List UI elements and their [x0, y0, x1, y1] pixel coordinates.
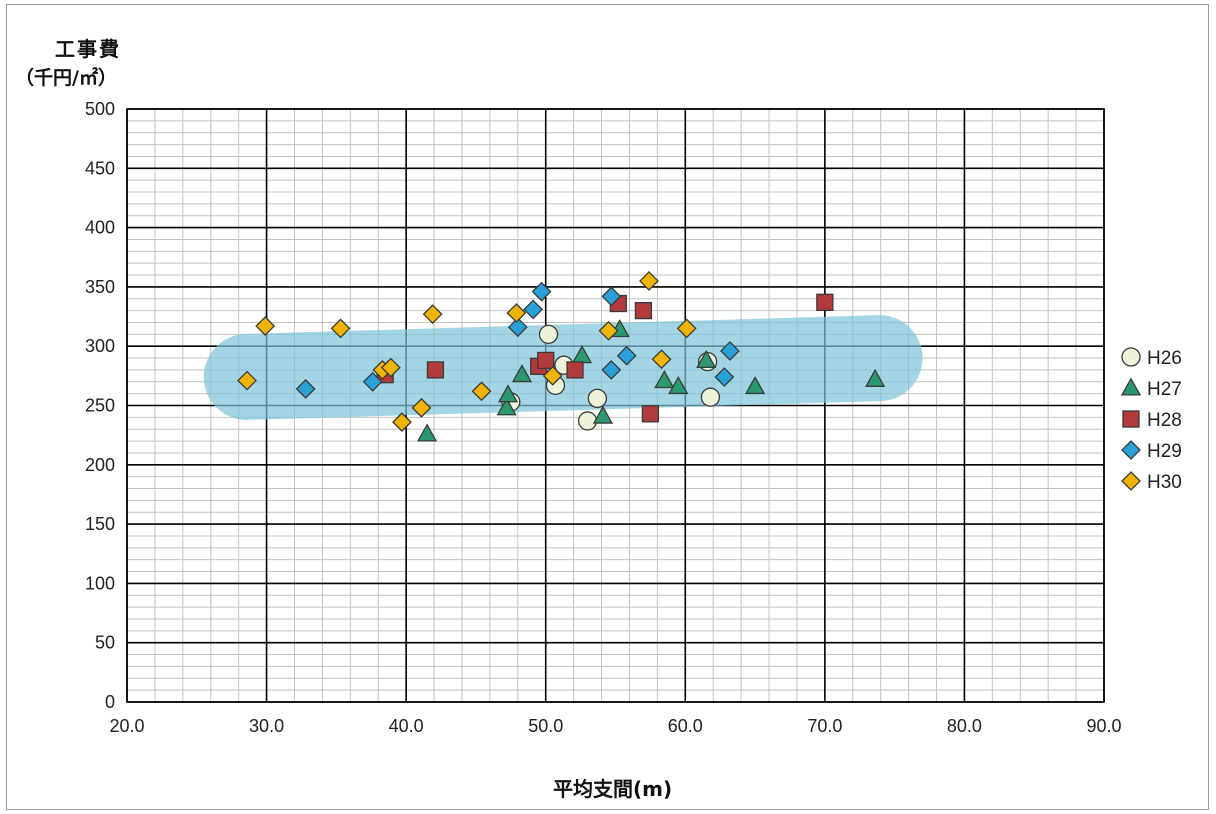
- point-h29: [616, 345, 637, 366]
- x-tick-label: 20.0: [109, 716, 144, 736]
- point-h27: [864, 368, 886, 387]
- point-h29: [601, 286, 622, 307]
- point-h29: [523, 299, 544, 320]
- point-h30: [506, 303, 527, 323]
- point-h29: [720, 341, 740, 361]
- x-tick-label: 40.0: [389, 716, 424, 736]
- tick-labels-layer: 0 50 100 150 200 250 300 350 400 450 500 20.0 30.0 40…: [85, 99, 1122, 736]
- point-h27: [654, 370, 675, 389]
- point-h27: [497, 384, 519, 403]
- point-h26: [538, 324, 559, 344]
- point-h30: [651, 349, 672, 370]
- axes-layer: [126, 108, 1105, 703]
- chart-frame: 0 50 100 150 200 250 300 350 400 450 500 20.0 30.0 40…: [6, 4, 1209, 810]
- y-tick-label: 400: [85, 218, 115, 238]
- point-h28: [816, 293, 834, 311]
- point-h30: [380, 357, 401, 378]
- y-tick-label: 500: [85, 99, 115, 119]
- point-h27: [511, 364, 533, 383]
- point-h29: [362, 371, 383, 392]
- point-h30: [422, 304, 443, 325]
- point-h26: [700, 387, 721, 407]
- x-tick-label: 50.0: [528, 716, 563, 736]
- y-tick-label: 150: [85, 514, 115, 534]
- x-tick-label: 60.0: [668, 716, 703, 736]
- point-h30: [471, 381, 492, 402]
- point-h28: [566, 361, 584, 379]
- legend-marker-h27: [1120, 377, 1142, 396]
- point-h26: [577, 411, 598, 431]
- legend-marker-h28: [1122, 410, 1140, 428]
- x-axis-label: 平均支間(m): [553, 777, 673, 801]
- point-h29: [714, 367, 735, 387]
- point-h27: [668, 375, 689, 395]
- data-points-layer: [237, 271, 886, 442]
- point-h28: [426, 361, 445, 379]
- scatter-chart: 0 50 100 150 200 250 300 350 400 450 500 20.0 30.0 40…: [85, 99, 1182, 736]
- point-h29: [507, 317, 528, 338]
- point-h30: [330, 318, 351, 339]
- legend-label-h26: H26: [1147, 348, 1182, 369]
- legend: H26 H27 H28 H29 H30: [1120, 347, 1182, 493]
- y-tick-label: 450: [85, 158, 115, 178]
- legend-label-h30: H30: [1147, 472, 1182, 493]
- point-h29: [601, 360, 622, 380]
- point-h28: [537, 351, 555, 370]
- point-h27: [416, 423, 438, 442]
- point-h30: [255, 316, 276, 336]
- point-h27: [496, 397, 517, 416]
- y-tick-label: 250: [85, 396, 115, 416]
- point-h27: [696, 349, 717, 368]
- x-tick-label: 80.0: [947, 716, 982, 736]
- point-h30: [542, 365, 563, 386]
- y-axis-label-line2: （千円/㎡）: [15, 67, 117, 89]
- point-h26: [587, 388, 608, 409]
- y-tick-label: 0: [105, 692, 115, 712]
- point-h30: [676, 318, 697, 339]
- point-h27: [592, 405, 614, 424]
- legend-marker-h26: [1121, 347, 1141, 367]
- y-tick-label: 300: [85, 336, 115, 356]
- x-tick-label: 70.0: [807, 716, 842, 736]
- legend-label-h29: H29: [1147, 441, 1182, 462]
- legend-label-h27: H27: [1147, 379, 1182, 400]
- point-h30: [392, 412, 412, 433]
- y-tick-label: 50: [95, 633, 115, 653]
- plot-border: [126, 108, 1105, 703]
- point-h28: [641, 405, 660, 423]
- y-tick-label: 100: [85, 573, 115, 593]
- legend-marker-h29: [1121, 440, 1141, 460]
- point-h30: [411, 397, 432, 418]
- y-tick-label: 200: [85, 455, 115, 475]
- y-tick-label: 350: [85, 277, 115, 297]
- point-h29: [531, 281, 552, 302]
- point-h29: [295, 378, 316, 399]
- point-h30: [237, 370, 257, 391]
- point-h30: [639, 271, 659, 291]
- point-h27: [744, 375, 766, 395]
- point-h28: [634, 301, 653, 320]
- y-axis-label-line1: 工事費: [55, 37, 121, 61]
- x-tick-label: 30.0: [249, 716, 284, 736]
- legend-marker-h30: [1121, 471, 1141, 491]
- point-h30: [598, 320, 619, 341]
- x-tick-label: 90.0: [1086, 716, 1121, 736]
- legend-label-h28: H28: [1147, 410, 1182, 431]
